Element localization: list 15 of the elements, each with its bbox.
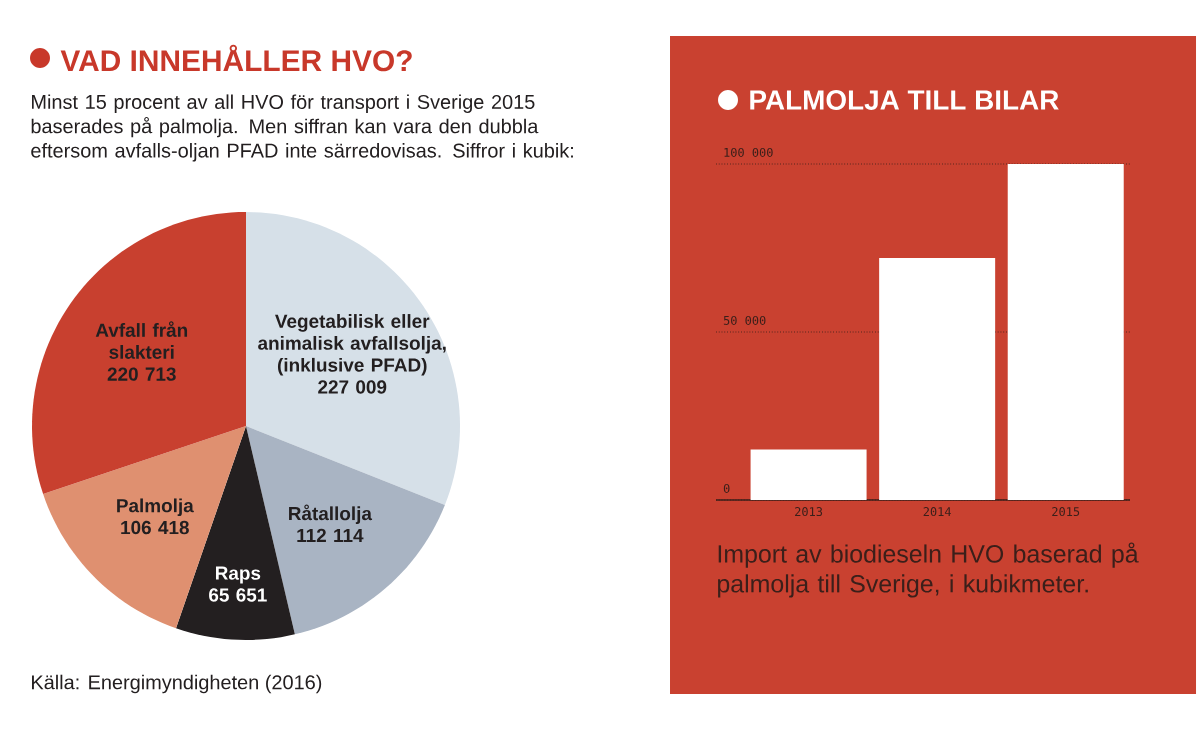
slice-label: Råtallolja xyxy=(289,504,373,525)
data-label: 112 114 xyxy=(297,528,364,542)
chart-subtitle: Minst 15 procent av all HVO för transport i Sverige 2015 baserades på palmolja. Men siffran kan vara den dubbla eftersom avfalls-oljan PFAD inte särredovisas. Siffror i kubik: xyxy=(31,94,573,162)
slice-label: Vegetabilisk eller animalisk avfallsolja, (inklusive PFAD) xyxy=(258,314,446,376)
data-label: 106 418 xyxy=(121,520,189,535)
data-label: 220 713 xyxy=(107,367,176,381)
chart-title: VAD INNEHÅLLER HVO? xyxy=(60,44,412,72)
data-label: 65 651 xyxy=(209,588,267,602)
text: Källa: Energimyndigheten (2016) xyxy=(32,674,322,694)
data-label: 227 009 xyxy=(318,380,387,394)
text: Import av biodieseln HVO baserad på palmolja till Sverige, i kubikmeter. xyxy=(718,542,1139,598)
chart-title: PALMOLJA TILL BILAR xyxy=(750,90,1059,110)
slice-label: Avfall från slakteri xyxy=(95,321,188,359)
slice-label: Palmolja xyxy=(117,498,194,517)
slice-label: Raps xyxy=(215,566,261,584)
